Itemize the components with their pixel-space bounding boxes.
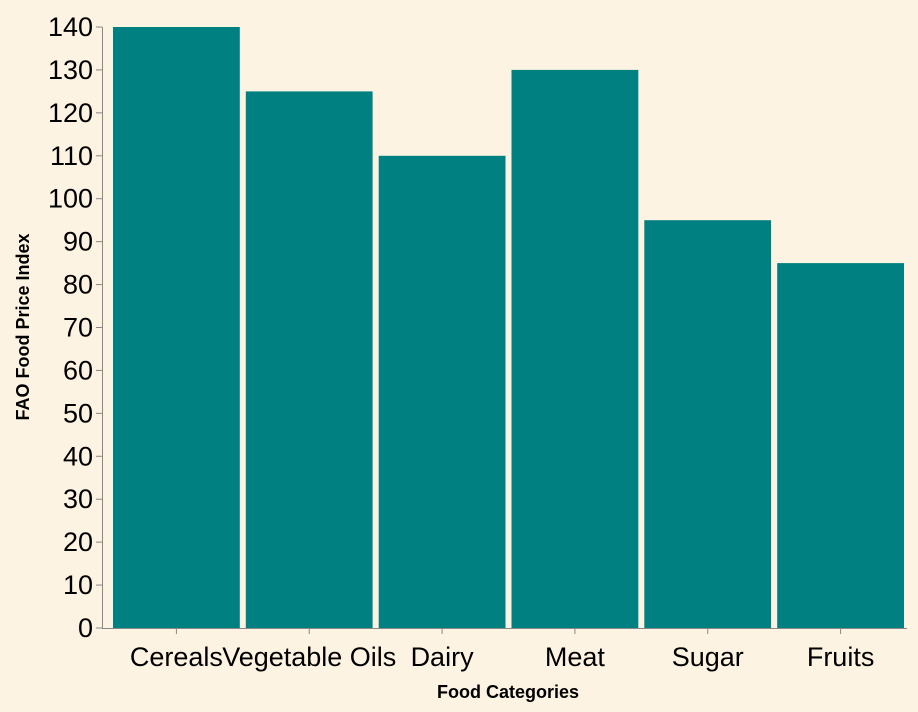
y-axis: 0 10 20 30 40 50 60 70 80 90 100 110 120 130 140	[48, 12, 103, 643]
y-tick-label-10: 10	[63, 570, 93, 600]
x-tick-label-vegetable-oils: Vegetable Oils	[222, 642, 396, 672]
y-tick-label-120: 120	[48, 98, 93, 128]
y-tick-label-90: 90	[63, 227, 93, 257]
y-tick-label-80: 80	[63, 270, 93, 300]
bar-cereals[interactable]	[113, 27, 240, 628]
x-tick-label-meat: Meat	[545, 642, 606, 672]
x-tick-label-dairy: Dairy	[411, 642, 475, 672]
x-tick-label-cereals: Cereals	[130, 642, 223, 672]
bar-sugar[interactable]	[644, 220, 772, 628]
bar-vegetable-oils[interactable]	[245, 91, 373, 628]
bar-dairy[interactable]	[378, 155, 506, 629]
x-tick-label-fruits: Fruits	[807, 642, 875, 672]
y-tick-label-0: 0	[78, 613, 93, 643]
y-tick-label-30: 30	[63, 484, 93, 514]
y-tick-label-130: 130	[48, 55, 93, 85]
y-tick-label-20: 20	[63, 527, 93, 557]
y-tick-label-100: 100	[48, 184, 93, 214]
y-tick-label-140: 140	[48, 12, 93, 42]
y-tick-label-50: 50	[63, 398, 93, 428]
bars-layer	[113, 27, 904, 629]
y-tick-label-110: 110	[50, 141, 93, 171]
x-axis-title: Food Categories	[437, 682, 579, 702]
y-tick-label-60: 60	[63, 355, 93, 385]
y-tick-label-40: 40	[63, 441, 93, 471]
bar-meat[interactable]	[511, 69, 639, 628]
y-axis-title: FAO Food Price Index	[13, 233, 33, 420]
bar-fruits[interactable]	[777, 263, 904, 628]
x-axis: Cereals Vegetable Oils Dairy Meat Sugar Fruit…	[102, 628, 907, 672]
y-tick-label-70: 70	[63, 313, 93, 343]
x-tick-label-sugar: Sugar	[672, 642, 744, 672]
